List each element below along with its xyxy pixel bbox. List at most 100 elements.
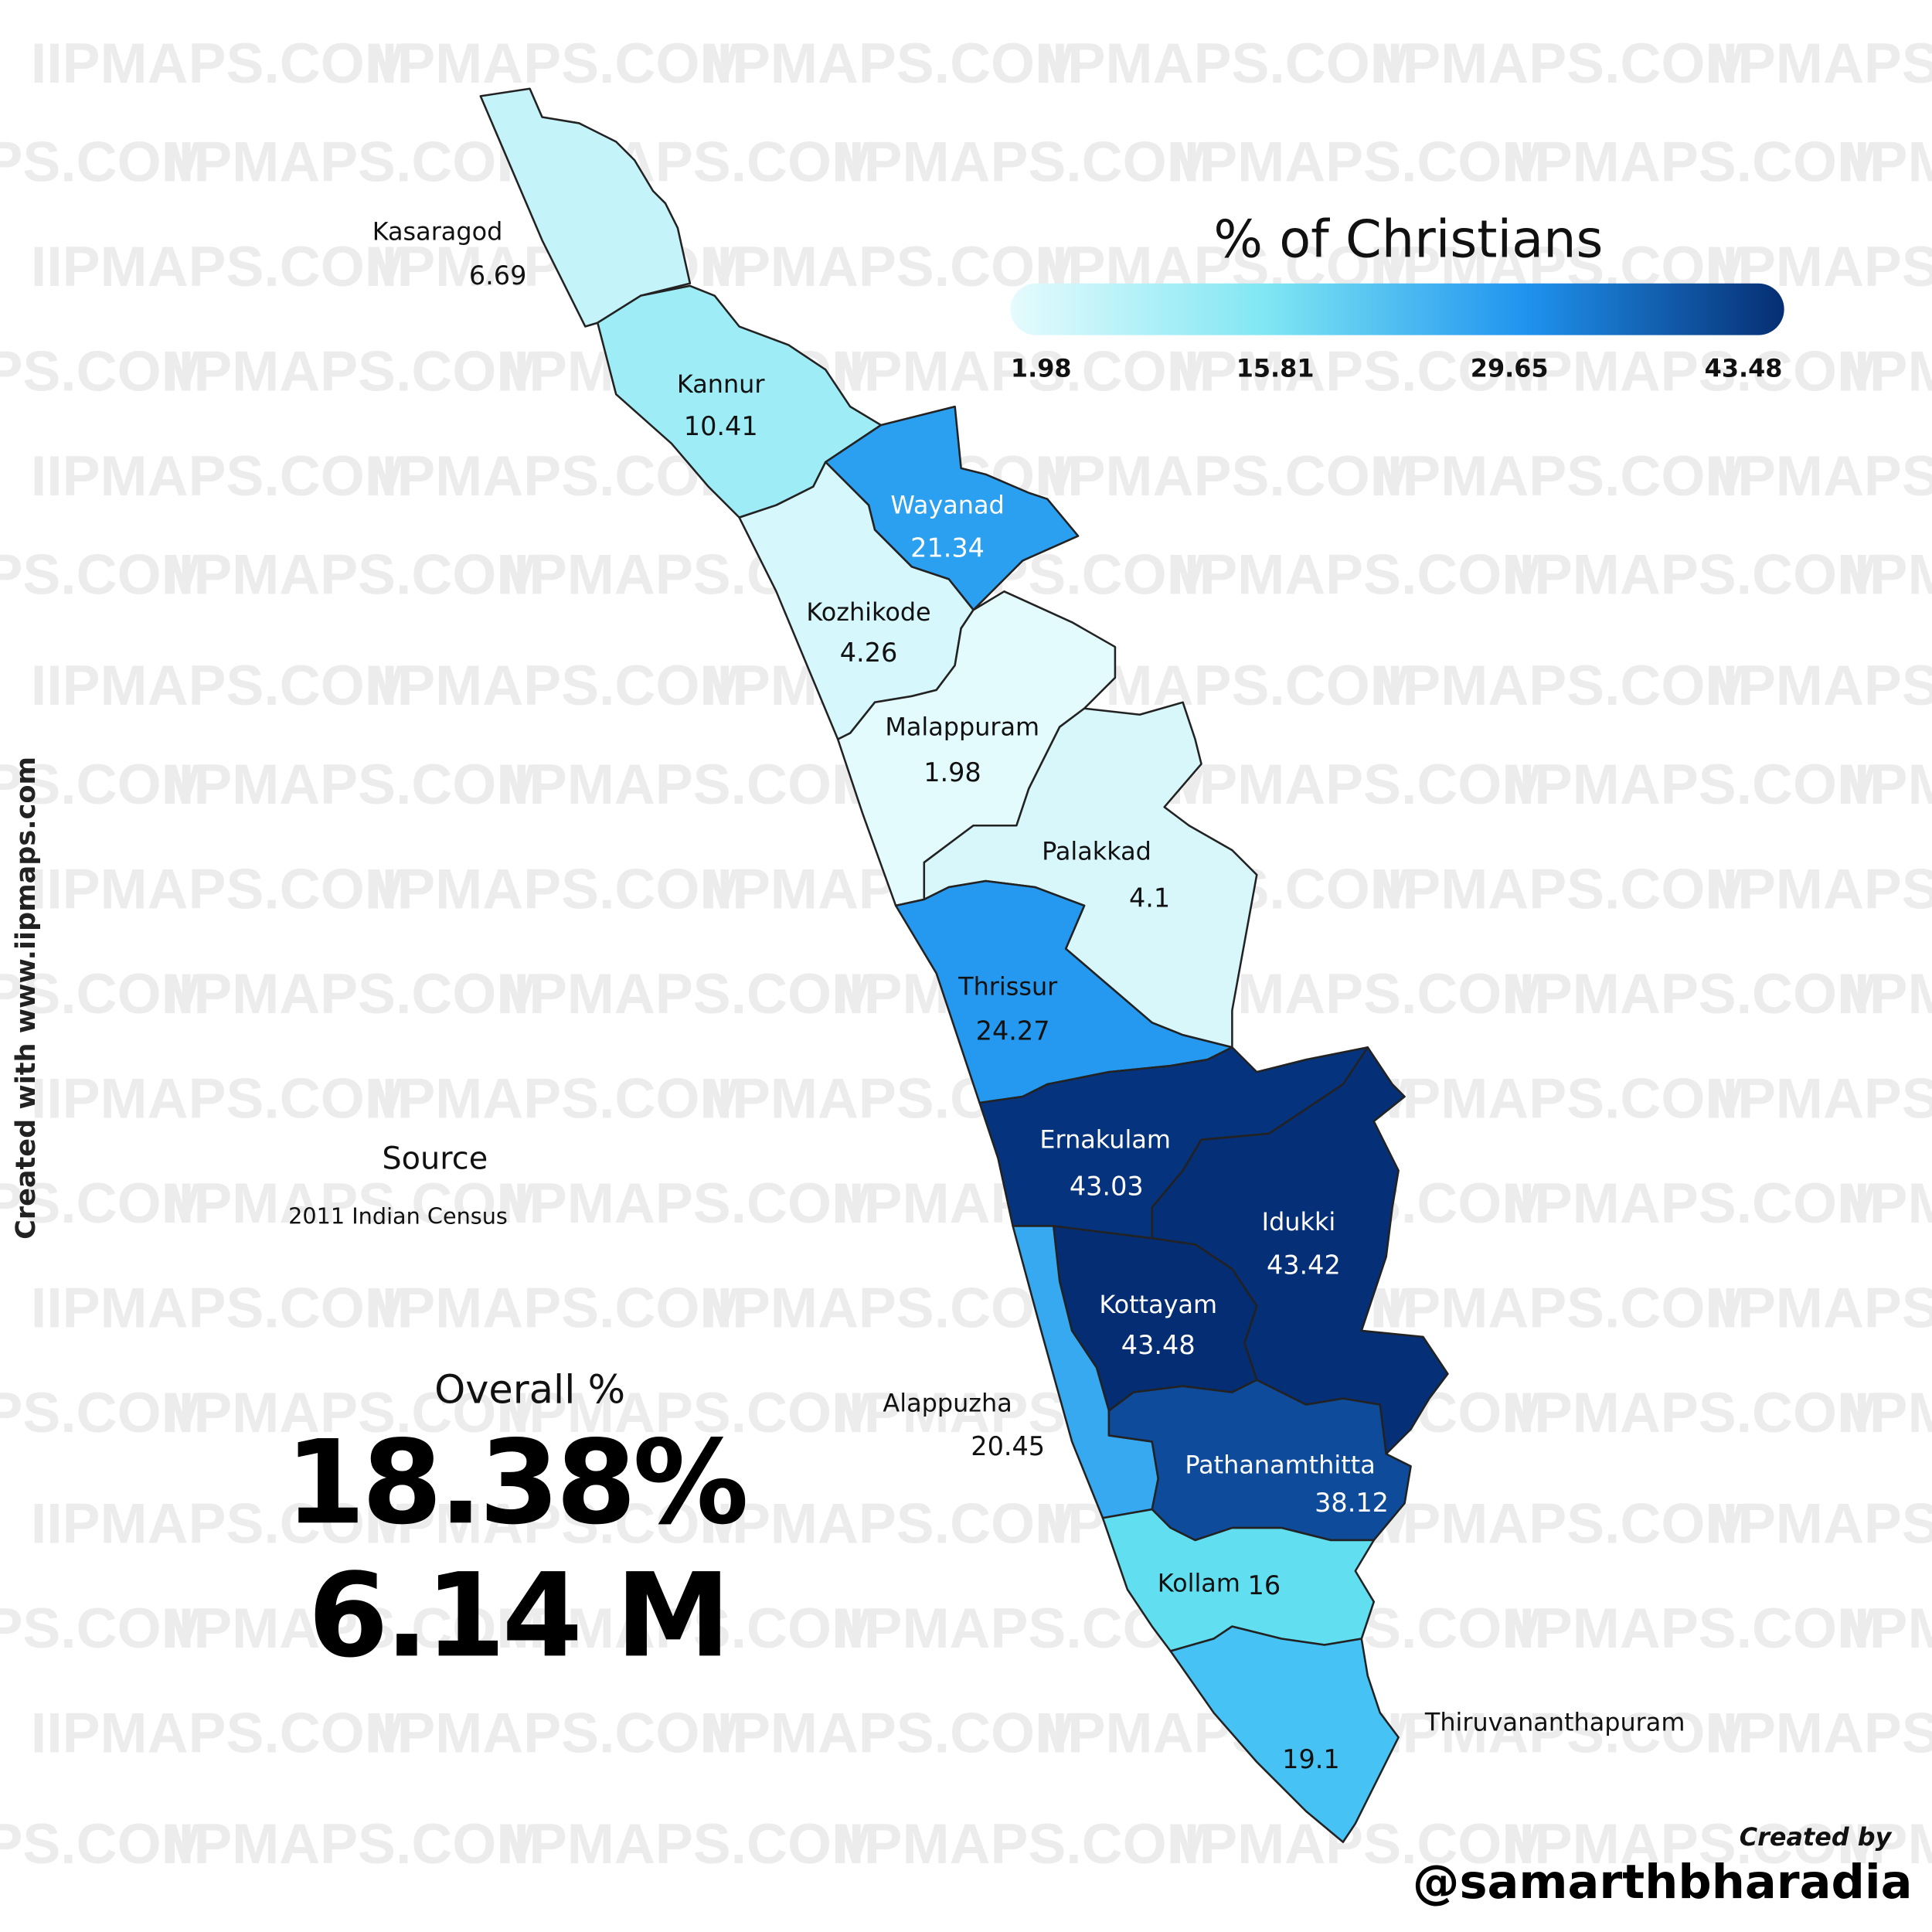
district: [1107, 1379, 1412, 1542]
watermark: IIPMAPS.COM: [1838, 131, 1932, 194]
watermark: IIPMAPS.COM: [1706, 1276, 1932, 1339]
watermark: IIPMAPS.COM: [1372, 32, 1753, 95]
watermark: IIPMAPS.COM: [1503, 1597, 1884, 1660]
watermark: IIPMAPS.COM: [701, 1492, 1082, 1555]
watermark: IIPMAPS.COM: [498, 962, 879, 1026]
district-value: 43.48: [1121, 1330, 1196, 1360]
watermark: IIPMAPS.COM: [31, 654, 412, 717]
watermark: IIPMAPS.COM: [1706, 857, 1932, 920]
watermark: IIPMAPS.COM: [0, 753, 209, 816]
source-label: Source: [382, 1141, 488, 1176]
watermark: IIPMAPS.COM: [1372, 1492, 1753, 1555]
watermark: IIPMAPS.COM: [1503, 1812, 1884, 1876]
watermark: IIPMAPS.COM: [1503, 1381, 1884, 1444]
watermark: IIPMAPS.COM: [366, 1701, 747, 1764]
watermark: IIPMAPS.COM: [1372, 444, 1753, 508]
watermark: IIPMAPS.COM: [701, 32, 1082, 95]
watermark: IIPMAPS.COM: [31, 444, 412, 508]
watermark: IIPMAPS.COM: [1706, 32, 1932, 95]
watermark: IIPMAPS.COM: [1168, 340, 1549, 403]
legend-tick-label: 29.65: [1471, 353, 1549, 383]
district-name: Kasaragod: [372, 216, 503, 246]
watermark: IIPMAPS.COM: [0, 1381, 209, 1444]
watermark: IIPMAPS.COM: [0, 1597, 209, 1660]
watermark: IIPMAPS.COM: [162, 340, 543, 403]
watermark: IIPMAPS.COM: [1838, 1812, 1932, 1876]
district-value: 38.12: [1315, 1488, 1389, 1518]
watermark: IIPMAPS.COM: [701, 235, 1082, 298]
watermark: IIPMAPS.COM: [1503, 962, 1884, 1026]
watermark: IIPMAPS.COM: [162, 1172, 543, 1235]
watermark: IIPMAPS.COM: [0, 543, 209, 607]
district-name: Wayanad: [890, 490, 1004, 519]
watermark-layer: IIPMAPS.COM IIPMAPS.COM IIPMAPS.COM IIPMAPS…: [0, 32, 1932, 1876]
source-text: 2011 Indian Census: [288, 1202, 508, 1229]
legend-title: % of Christians: [1213, 209, 1603, 270]
district-value: 43.42: [1267, 1250, 1341, 1281]
watermark: IIPMAPS.COM: [162, 1597, 543, 1660]
watermark: IIPMAPS.COM: [1706, 1492, 1932, 1555]
watermark: IIPMAPS.COM: [366, 1492, 747, 1555]
district-layer: [479, 87, 1449, 1843]
watermark: IIPMAPS.COM: [1503, 753, 1884, 816]
watermark: IIPMAPS.COM: [366, 857, 747, 920]
watermark: IIPMAPS.COM: [31, 857, 412, 920]
watermark: IIPMAPS.COM: [1168, 543, 1549, 607]
legend-tick-label: 1.98: [1011, 353, 1072, 383]
watermark: IIPMAPS.COM: [498, 1381, 879, 1444]
watermark: IIPMAPS.COM: [498, 753, 879, 816]
watermark: IIPMAPS.COM: [31, 235, 412, 298]
watermark: IIPMAPS.COM: [0, 131, 209, 194]
district-value: 20.45: [971, 1431, 1045, 1461]
watermark: IIPMAPS.COM: [162, 753, 543, 816]
watermark: IIPMAPS.COM: [1706, 1701, 1932, 1764]
district-value: 1.98: [923, 757, 981, 787]
watermark: IIPMAPS.COM: [1706, 444, 1932, 508]
district-value: 4.26: [840, 638, 898, 668]
district: [1169, 1625, 1400, 1843]
watermark: IIPMAPS.COM: [1168, 1812, 1549, 1876]
watermark: IIPMAPS.COM: [498, 1812, 879, 1876]
overall-percent: 18.38%: [285, 1416, 746, 1550]
watermark: IIPMAPS.COM: [366, 1066, 747, 1130]
district-name: Kannur: [677, 369, 765, 399]
watermark: IIPMAPS.COM: [1503, 340, 1884, 403]
legend-ticks: 1.98 15.81 29.65 43.48: [1011, 353, 1783, 383]
district-value: 21.34: [910, 533, 985, 563]
watermark: IIPMAPS.COM: [1372, 654, 1753, 717]
side-credit: Created with www.iipmaps.com: [10, 757, 42, 1240]
watermark: IIPMAPS.COM: [1838, 753, 1932, 816]
watermark: IIPMAPS.COM: [833, 131, 1214, 194]
watermark: IIPMAPS.COM: [1372, 857, 1753, 920]
watermark: IIPMAPS.COM: [162, 1812, 543, 1876]
watermark: IIPMAPS.COM: [31, 1276, 412, 1339]
legend-tick-label: 43.48: [1705, 353, 1783, 383]
watermark: IIPMAPS.COM: [0, 1812, 209, 1876]
watermark: IIPMAPS.COM: [31, 1066, 412, 1130]
district-name: Thiruvananthapuram: [1424, 1708, 1685, 1737]
watermark: IIPMAPS.COM: [162, 1381, 543, 1444]
watermark: IIPMAPS.COM: [1838, 1597, 1932, 1660]
district: [479, 87, 692, 328]
legend-bar: [1010, 283, 1784, 335]
watermark: IIPMAPS.COM: [162, 131, 543, 194]
district-name: Kozhikode: [806, 597, 930, 627]
watermark: IIPMAPS.COM: [1503, 131, 1884, 194]
watermark: IIPMAPS.COM: [1372, 1701, 1753, 1764]
watermark: IIPMAPS.COM: [1838, 1381, 1932, 1444]
watermark: IIPMAPS.COM: [366, 654, 747, 717]
district-name: Alappuzha: [883, 1389, 1012, 1418]
district-name: Thrissur: [957, 972, 1058, 1002]
watermark: IIPMAPS.COM: [833, 1812, 1214, 1876]
overall-population: 6.14 M: [308, 1549, 726, 1683]
watermark: IIPMAPS.COM: [1036, 32, 1417, 95]
watermark: IIPMAPS.COM: [1838, 543, 1932, 607]
watermark: IIPMAPS.COM: [366, 1276, 747, 1339]
watermark: IIPMAPS.COM: [162, 543, 543, 607]
watermark: IIPMAPS.COM: [1372, 1066, 1753, 1130]
watermark: IIPMAPS.COM: [1706, 1066, 1932, 1130]
watermark: IIPMAPS.COM: [701, 1701, 1082, 1764]
district-name: Ernakulam: [1039, 1124, 1171, 1154]
district-name: Malappuram: [885, 712, 1039, 741]
